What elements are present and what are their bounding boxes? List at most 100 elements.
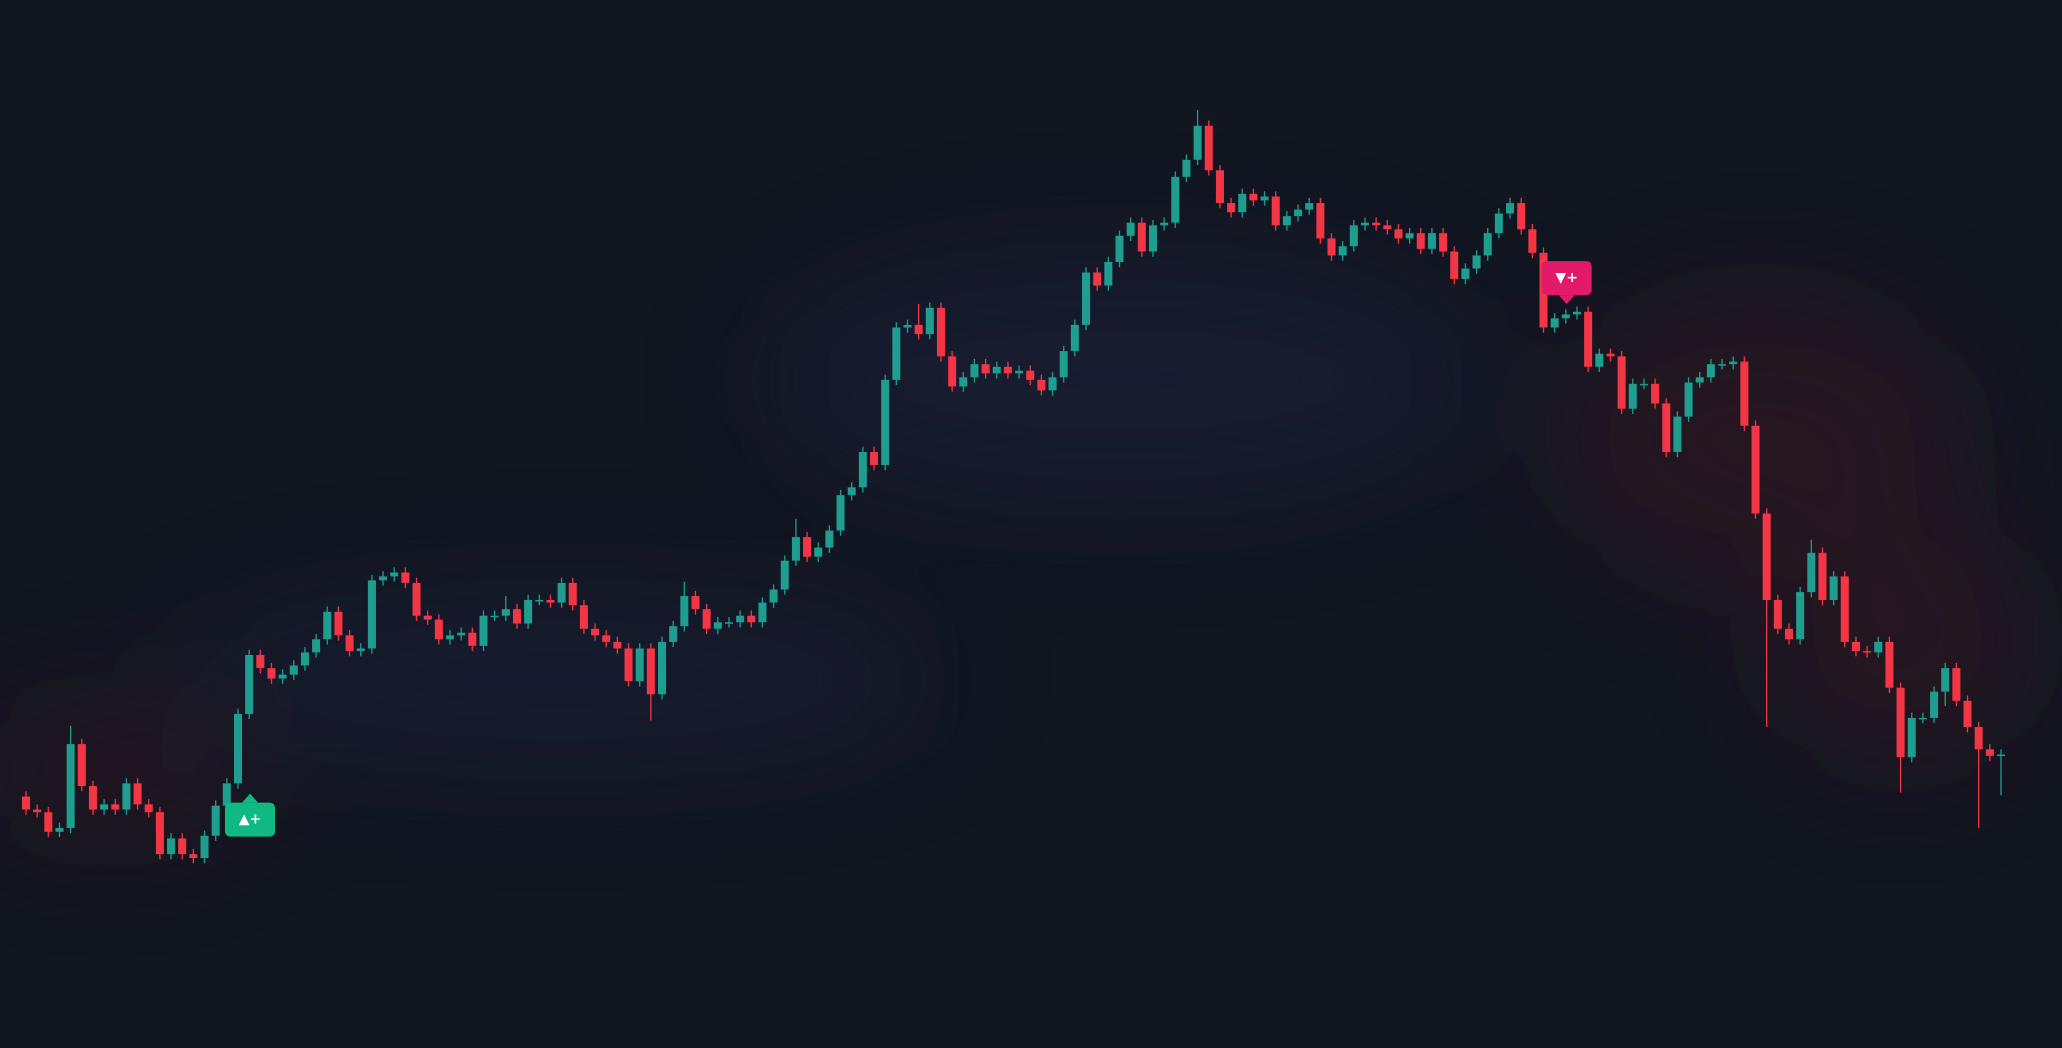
candle-body (1137, 222, 1146, 252)
candle-body (1974, 727, 1983, 750)
candle-body (624, 648, 633, 682)
candle-body (1506, 203, 1515, 214)
candle-body (1082, 272, 1091, 325)
candle-body (1918, 717, 1927, 720)
candle-body (1104, 262, 1113, 286)
candle-body (557, 582, 566, 603)
candle-body (155, 812, 164, 855)
candle-body (613, 641, 622, 649)
candle-body (635, 648, 644, 682)
candle-body (1171, 176, 1180, 223)
candle-body (680, 596, 689, 627)
candle-body (222, 783, 231, 806)
candle-body (1561, 314, 1570, 319)
candle-body (758, 602, 767, 623)
candle-body (1160, 222, 1169, 226)
candle-body (412, 582, 421, 616)
candle-body (457, 632, 466, 636)
candle-body (914, 324, 923, 335)
candle-body (1729, 361, 1738, 365)
signal-pointer (242, 793, 259, 803)
candle-body (1584, 311, 1593, 367)
candle-body (245, 655, 254, 714)
candle-body (1037, 379, 1046, 391)
candle-body (1896, 687, 1905, 758)
candle-body (568, 582, 577, 606)
signal-badge: ▼+ (1541, 261, 1592, 305)
candle-body (948, 356, 957, 387)
candle-body (401, 572, 410, 583)
candle-body (122, 783, 131, 810)
candle-body (1204, 125, 1213, 171)
candle-body (1316, 203, 1325, 239)
candle-body (1338, 246, 1347, 256)
candle-body (892, 327, 901, 380)
candle-body (1907, 717, 1916, 758)
signal-badge: ▲+ (225, 793, 276, 837)
candle-body (713, 622, 722, 629)
candle-body (881, 379, 890, 466)
candle-body (769, 589, 778, 603)
signal-box (225, 802, 276, 837)
candle-body (1126, 222, 1135, 236)
candle-body (836, 495, 845, 531)
candle-body (646, 648, 655, 695)
candle-body (870, 451, 879, 466)
candle-body (1260, 196, 1269, 201)
candle-body (1483, 233, 1492, 256)
candle-body (970, 364, 979, 378)
candle-body (1773, 599, 1782, 629)
candle-body (579, 605, 588, 629)
candle-body (524, 599, 533, 624)
candle-body (289, 665, 298, 675)
candle-body (1472, 255, 1481, 269)
candle-body (1996, 754, 2006, 757)
candle-body (1115, 235, 1124, 262)
candle-body (367, 580, 376, 649)
candle-body (959, 377, 968, 387)
candle-body (1394, 229, 1403, 239)
candle-body (1349, 225, 1358, 247)
candle-body (501, 609, 510, 616)
candle-body (1952, 668, 1961, 701)
candle-body (724, 622, 733, 624)
candle-body (33, 809, 42, 813)
candle-body (903, 324, 912, 328)
candle-body (1327, 238, 1336, 256)
candle-body (1784, 628, 1794, 640)
candle-body (434, 619, 443, 640)
candle-body (858, 451, 867, 488)
candle-body (1628, 383, 1637, 409)
candle-body (1294, 209, 1303, 217)
candle-body (66, 744, 75, 828)
candle-body (1762, 513, 1771, 600)
candle-body (1840, 576, 1849, 642)
candle-body (100, 804, 109, 810)
candle-body (1093, 272, 1102, 286)
candle-body (825, 530, 834, 548)
candle-body (780, 560, 789, 590)
signal-label: ▲+ (239, 812, 262, 828)
signal-pointer (1558, 295, 1575, 305)
candle-body (1617, 356, 1626, 409)
candle-body (1863, 651, 1872, 653)
candle-body (512, 609, 521, 624)
candle-body (791, 537, 800, 561)
candle-body (1673, 416, 1682, 452)
candle-body (167, 838, 176, 855)
candle-body (1238, 193, 1247, 213)
candle-body (189, 854, 198, 859)
candle-body (1829, 576, 1838, 600)
candle-body (1427, 233, 1436, 249)
signal-box (1541, 261, 1592, 296)
signal-label: ▼+ (1555, 270, 1578, 286)
candle-body (691, 596, 700, 610)
candle-body (658, 641, 667, 695)
candle-body (390, 572, 399, 577)
candle-body (1215, 170, 1224, 204)
candle-body (1271, 196, 1280, 226)
candle-body (144, 804, 153, 813)
candle-body (936, 307, 945, 357)
candle-body (1930, 691, 1939, 718)
